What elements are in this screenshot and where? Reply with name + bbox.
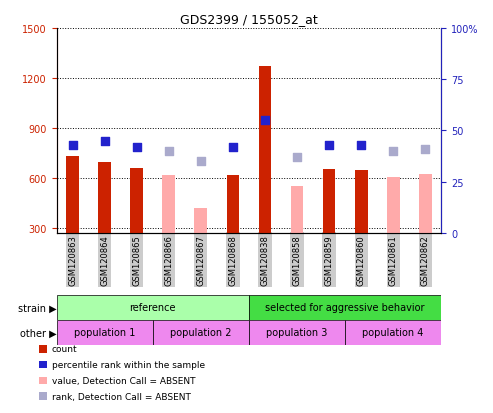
Text: selected for aggressive behavior: selected for aggressive behavior [265, 303, 425, 313]
Point [421, 146, 429, 153]
Point [197, 159, 205, 165]
Bar [163, 176, 176, 233]
Text: population 1: population 1 [74, 328, 136, 337]
Bar [153, 320, 249, 345]
Text: population 2: population 2 [170, 328, 232, 337]
Bar [322, 169, 335, 233]
Point [261, 118, 269, 124]
Bar [291, 187, 304, 233]
Bar [57, 295, 249, 320]
Text: percentile rank within the sample: percentile rank within the sample [52, 360, 205, 369]
Point [325, 142, 333, 149]
Point [293, 154, 301, 161]
Point [357, 142, 365, 149]
Text: reference: reference [130, 303, 176, 313]
Text: value, Detection Call = ABSENT: value, Detection Call = ABSENT [52, 376, 195, 385]
Bar [194, 209, 207, 233]
Bar [227, 176, 240, 233]
Text: population 4: population 4 [362, 328, 424, 337]
Point [389, 148, 397, 155]
Bar [66, 157, 79, 233]
Bar [98, 163, 111, 233]
Bar [419, 174, 432, 233]
Point [69, 142, 77, 149]
Point [229, 144, 237, 151]
Bar [249, 320, 345, 345]
Text: other ▶: other ▶ [20, 328, 57, 337]
Bar [57, 320, 153, 345]
Text: rank, Detection Call = ABSENT: rank, Detection Call = ABSENT [52, 392, 191, 401]
Text: count: count [52, 344, 77, 354]
Title: GDS2399 / 155052_at: GDS2399 / 155052_at [180, 13, 318, 26]
Bar [249, 295, 441, 320]
Point [101, 138, 108, 145]
Point [133, 144, 141, 151]
Bar [130, 169, 143, 233]
Bar [258, 67, 271, 233]
Text: strain ▶: strain ▶ [18, 303, 57, 313]
Bar [355, 171, 368, 233]
Bar [345, 320, 441, 345]
Point [165, 148, 173, 155]
Bar [387, 178, 399, 233]
Text: population 3: population 3 [266, 328, 328, 337]
